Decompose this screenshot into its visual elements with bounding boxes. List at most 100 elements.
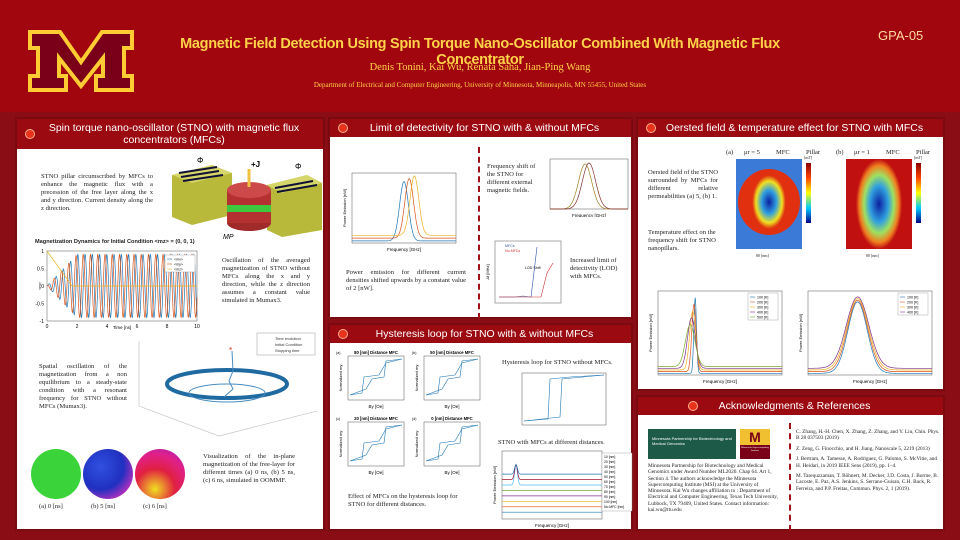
- plot-axes: [347, 421, 405, 467]
- legend-entry: Initial Condition: [275, 342, 302, 347]
- loop-branch: [425, 424, 479, 462]
- plot-axes: [521, 372, 607, 426]
- map-dimension: 80 [nm]: [866, 253, 879, 258]
- plot-line: [352, 178, 456, 239]
- plot-line: [808, 299, 932, 372]
- legend-entry: 100 [K]: [757, 296, 768, 300]
- colorbar: [806, 163, 811, 223]
- plot-line: [46, 253, 198, 318]
- y-axis-label: Normalized my: [338, 431, 343, 458]
- legend-entry: 300 [K]: [907, 306, 918, 310]
- plot-line: [502, 463, 602, 480]
- map-dimension: 80 [nm]: [756, 253, 769, 258]
- magnetization-snapshots: (a) 0 [ns] (b) 5 [ns] (c) 6 [ns]: [31, 449, 221, 519]
- text-temperature: Temperature effect on the frequency shif…: [648, 229, 716, 252]
- temperature-plot-1: Frequency [GHz] Power Emission [nW] 100 [K…: [648, 290, 783, 384]
- panel-header: Spin torque nano-oscillator (STNO) with …: [17, 119, 323, 149]
- x-axis-label: Frequency [GHz]: [853, 379, 887, 384]
- snapshot-6ns: [135, 449, 185, 499]
- loop-branch: [523, 374, 605, 422]
- map-unit: [mT]: [804, 155, 813, 160]
- legend-box: [601, 452, 633, 512]
- plot-axes: [423, 355, 481, 401]
- loop-tag: (c): [336, 417, 340, 421]
- x-axis-label: Frequency [GHz]: [387, 247, 421, 252]
- y-axis-label: Normalized my: [414, 431, 419, 458]
- x-axis-label: Frequency [GHz]: [703, 379, 737, 384]
- legend-entry: 300 [K]: [757, 306, 768, 310]
- text-oscillation: Oscillation of the averaged magnetizatio…: [222, 257, 310, 304]
- loop-branch: [349, 424, 403, 462]
- x-axis-label: By [Oe]: [368, 404, 383, 409]
- bullet-icon: [338, 329, 348, 339]
- legend-entry: 50 [nm]: [604, 475, 615, 479]
- oersted-map-a: (a) μr = 5 MFC Pillar [mT] 80 [nm]: [726, 149, 836, 269]
- x-tick: 8: [166, 324, 169, 330]
- loop-branch: [349, 358, 403, 396]
- legend-entry: 10 [nm]: [604, 455, 615, 459]
- hysteresis-loop-plot: (b) 50 [nm] Distance MFC By [Oe] Normalized…: [412, 350, 481, 409]
- panel-header: Hysteresis loop for STNO with & without …: [330, 325, 631, 343]
- legend-entry: 60 [nm]: [604, 480, 615, 484]
- legend-entry: 200 [K]: [907, 301, 918, 305]
- y-tick: -0.5: [35, 302, 44, 308]
- legend-entry: 40 [nm]: [604, 470, 615, 474]
- snapshot-5ns: [83, 449, 133, 499]
- plot-line: [46, 253, 198, 319]
- plot-line: [352, 175, 456, 236]
- map-label: (a): [726, 149, 734, 156]
- loop-branch: [349, 424, 403, 462]
- text-frequency-shift: Frequency shift of the STNO for differen…: [487, 163, 536, 194]
- y-tick: 1: [41, 249, 44, 255]
- plot-line: [46, 250, 197, 287]
- panel-detectivity: Limit of detectivity for STNO with & wit…: [328, 117, 633, 319]
- oersted-map-b: (b) μr = 1 MFC Pillar [mT] 80 [nm]: [836, 149, 946, 269]
- legend-entry: MFCs: [505, 244, 515, 248]
- reference-item: Z. Zeng, G. Finocchio, and H. Jiang, Nan…: [796, 445, 930, 452]
- y-axis-label: Power Emission [nW]: [492, 466, 497, 504]
- poster-code: GPA-05: [878, 28, 924, 43]
- current-label: +J: [251, 160, 260, 169]
- legend-entry: <mx>: [174, 258, 183, 262]
- y-axis-label: Power Emission [nW]: [342, 189, 347, 227]
- bullet-icon: [338, 123, 348, 133]
- bullet-icon: [646, 123, 656, 133]
- hysteresis-no-mfc-plot: [521, 372, 607, 426]
- x-axis-label: Frequency [GHz]: [572, 213, 606, 217]
- legend-entry: 100 [K]: [907, 296, 918, 300]
- loop-branch: [425, 358, 479, 396]
- power-emission-plot: Frequency [GHz] Power Emission [nW]: [342, 172, 457, 252]
- y-axis-label: Normalized my: [414, 365, 419, 392]
- distance-power-plot: Frequency [GHz] Power Emission [nW] 10 [nm…: [492, 450, 633, 528]
- y-axis-label: <m>: [37, 281, 42, 290]
- loop-title: 50 [nm] Distance MFC: [430, 350, 474, 355]
- temperature-plot-2: Frequency [GHz] Power Emission [nW] 100 [K…: [798, 290, 933, 384]
- legend-entry: No MFCs: [505, 249, 520, 253]
- x-tick: 0: [46, 324, 49, 330]
- mfc-label: MFC: [776, 149, 790, 156]
- reference-item: C. Zhang, H.-H. Chen, X. Zhang, Z. Zhang…: [796, 429, 940, 442]
- panel-header: Acknowledgments & References: [638, 397, 943, 415]
- plot-line: [808, 296, 932, 369]
- text-spatial: Spatial oscillation of the magnetization…: [39, 363, 127, 410]
- plot-axes: [423, 421, 481, 467]
- poster-header: Magnetic Field Detection Using Spin Torq…: [0, 0, 960, 112]
- hysteresis-loop-plot: (d) 0 [nm] Distance MFC By [Oe] Normalized …: [412, 416, 481, 475]
- x-tick: 10: [194, 324, 200, 330]
- y-axis-label: Δf [MHz]: [485, 264, 490, 279]
- authors: Denis Tonini, Kai Wu, Renata Saha, Jian-…: [369, 62, 591, 73]
- stno-mfc-diagram: Φ +J Φ MP: [172, 156, 322, 240]
- text-lod: Increased limit of detectivity (LOD) wit…: [570, 257, 618, 280]
- snapshot-label: (b) 5 [ns]: [91, 503, 116, 510]
- no-mfc-series: [499, 262, 554, 298]
- legend-entry: 100 [nm]: [604, 500, 617, 504]
- x-axis-label: By [Oe]: [444, 470, 459, 475]
- map-unit: [mT]: [914, 155, 923, 160]
- plot-line: [658, 310, 782, 371]
- x-tick: 2: [76, 324, 79, 330]
- y-axis-label: Power Emission [nW]: [648, 314, 653, 352]
- legend-box: [897, 292, 929, 316]
- text-effect-mfcs: Effect of MFCs on the hysteresis loop fo…: [348, 493, 458, 508]
- pillar-label: Pillar: [806, 149, 821, 156]
